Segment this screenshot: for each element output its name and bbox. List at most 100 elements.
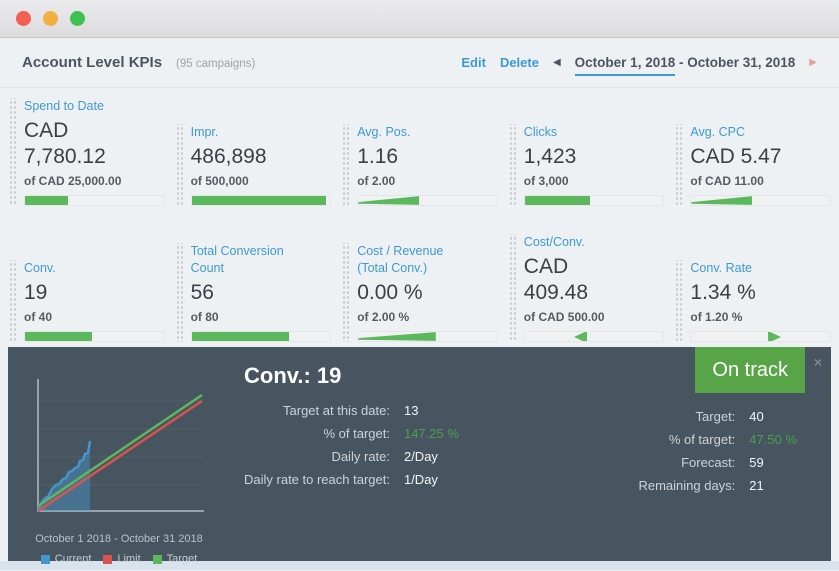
stat-value: 1/Day xyxy=(403,472,438,487)
kpi-card: Clicks 1,423 of 3,000 xyxy=(507,124,665,206)
stat-label: Remaining days: xyxy=(638,478,736,493)
kpi-progress-indicator xyxy=(191,196,327,205)
chart-legend: Current Limit Target xyxy=(30,553,208,565)
kpi-label: Total Conversion Count xyxy=(190,243,284,276)
kpi-target: of 500,000 xyxy=(190,174,249,188)
kpi-progress-indicator xyxy=(574,332,588,341)
drag-handle-icon[interactable] xyxy=(8,98,17,206)
drag-handle-icon[interactable] xyxy=(341,242,351,342)
legend-item: Current xyxy=(40,553,92,565)
legend-swatch-icon xyxy=(103,554,113,564)
stat-label: Forecast: xyxy=(681,455,736,470)
kpi-progress-bar xyxy=(357,195,498,206)
conversions-chart xyxy=(36,379,204,513)
kpi-row-2: Conv. 19 of 40 Total Conversion Count 56… xyxy=(8,234,831,342)
chart-caption: October 1 2018 - October 31 2018 xyxy=(35,533,203,545)
kpi-progress-bar xyxy=(690,331,831,342)
drag-handle-icon[interactable] xyxy=(341,124,351,206)
kpi-label: Spend to Date xyxy=(24,99,104,113)
kpi-progress-bar xyxy=(357,331,498,342)
minimize-window-button[interactable] xyxy=(43,11,58,26)
kpi-value: CAD 7,780.12 xyxy=(24,118,106,168)
page-title: Account Level KPIs xyxy=(22,54,163,71)
stat-label: Target: xyxy=(695,409,736,424)
stat-value: 40 xyxy=(749,409,764,424)
kpi-label: Avg. Pos. xyxy=(357,125,411,140)
close-window-button[interactable] xyxy=(16,11,31,26)
panel-right-stats: Target: 40 % of target: 47.50 % Forecast: 59 R… xyxy=(638,409,797,493)
kpi-progress-bar xyxy=(523,195,665,206)
kpi-progress-indicator xyxy=(358,196,420,205)
zoom-window-button[interactable] xyxy=(70,11,85,26)
kpi-card: Conv. Rate 1.34 % of 1.20 % xyxy=(674,260,831,342)
drag-handle-icon[interactable] xyxy=(8,260,17,342)
kpi-label: Conv. Rate xyxy=(690,261,752,276)
kpi-label: Conv. xyxy=(24,261,56,276)
date-range-separator: - xyxy=(675,55,688,70)
kpi-label: Cost/Conv. xyxy=(523,235,585,249)
kpi-progress-bar xyxy=(690,195,831,206)
drag-handle-icon[interactable] xyxy=(674,260,684,342)
kpi-progress-bar xyxy=(523,331,665,342)
campaign-count: (95 campaigns) xyxy=(176,58,256,70)
date-range-selector[interactable]: October 1, 2018 - October 31, 2018 xyxy=(574,55,796,76)
stat-label: % of target: xyxy=(668,432,736,447)
legend-item: Limit xyxy=(103,553,141,565)
edit-button[interactable]: Edit xyxy=(461,55,486,70)
kpi-detail-panel: October 1 2018 - October 31 2018 Current… xyxy=(8,347,831,565)
window-footer-strip xyxy=(0,561,839,570)
kpi-target: of CAD 500.00 xyxy=(523,310,605,324)
date-range-start: October 1, 2018 xyxy=(574,55,676,76)
page-header: Account Level KPIs (95 campaigns) Edit D… xyxy=(0,38,839,88)
kpi-target: of CAD 11.00 xyxy=(690,174,764,188)
kpi-value: 1.34 % xyxy=(690,280,756,304)
panel-right: Target: 40 % of target: 47.50 % Forecast: 59 R… xyxy=(638,347,831,561)
kpi-progress-bar xyxy=(24,331,165,342)
kpi-target: of 2.00 xyxy=(357,174,396,188)
kpi-target: of 3,000 xyxy=(523,174,569,188)
legend-item: Target xyxy=(152,553,197,565)
kpi-target: of 1.20 % xyxy=(690,310,743,324)
kpi-progress-indicator xyxy=(524,196,590,205)
kpi-value: 19 xyxy=(24,280,48,304)
kpi-card: Cost/Conv. CAD 409.48 of CAD 500.00 xyxy=(507,234,665,342)
kpi-target: of 2.00 % xyxy=(357,310,410,324)
panel-main: Conv.: 19 Target at this date: 13 % of tar… xyxy=(220,347,459,561)
next-period-icon[interactable]: ▶ xyxy=(809,56,817,68)
kpi-target: of 40 xyxy=(24,310,53,324)
drag-handle-icon[interactable] xyxy=(174,242,184,342)
kpi-value: 1.16 xyxy=(357,144,399,168)
kpi-card: Avg. CPC CAD 5.47 of CAD 11.00 xyxy=(674,124,831,206)
drag-handle-icon[interactable] xyxy=(174,124,184,206)
drag-handle-icon[interactable] xyxy=(507,124,517,206)
legend-label: Current xyxy=(54,553,92,565)
kpi-target: of CAD 25,000.00 xyxy=(24,174,122,188)
stat-value: 147.25 % xyxy=(403,426,459,441)
drag-handle-icon[interactable] xyxy=(674,124,684,206)
kpi-value: 486,898 xyxy=(190,144,267,168)
kpi-card: Avg. Pos. 1.16 of 2.00 xyxy=(341,124,498,206)
stat-label: Daily rate: xyxy=(331,449,390,464)
kpi-progress-bar xyxy=(190,195,332,206)
current-line xyxy=(36,440,92,510)
stat-value: 2/Day xyxy=(403,449,438,464)
kpi-card: Cost / Revenue (Total Conv.) 0.00 % of 2… xyxy=(341,242,498,342)
stat-value: 47.50 % xyxy=(749,432,797,447)
delete-button[interactable]: Delete xyxy=(499,55,539,70)
drag-handle-icon[interactable] xyxy=(507,234,517,342)
kpi-progress-indicator xyxy=(25,196,68,205)
kpi-card: Total Conversion Count 56 of 80 xyxy=(174,242,332,342)
kpi-progress-indicator xyxy=(358,332,436,341)
kpi-label: Cost / Revenue (Total Conv.) xyxy=(357,243,444,276)
close-panel-icon[interactable]: × xyxy=(813,354,822,370)
date-range-end: October 31, 2018 xyxy=(687,55,796,70)
legend-label: Limit xyxy=(117,553,141,565)
legend-swatch-icon xyxy=(40,554,50,564)
stat-label: % of target: xyxy=(323,426,390,441)
kpi-label: Avg. CPC xyxy=(690,125,746,140)
kpi-progress-bar xyxy=(24,195,165,206)
kpi-label: Impr. xyxy=(190,125,219,140)
previous-period-icon[interactable]: ◀ xyxy=(552,56,561,68)
kpi-row-1: Spend to Date CAD 7,780.12 of CAD 25,000… xyxy=(8,98,831,206)
